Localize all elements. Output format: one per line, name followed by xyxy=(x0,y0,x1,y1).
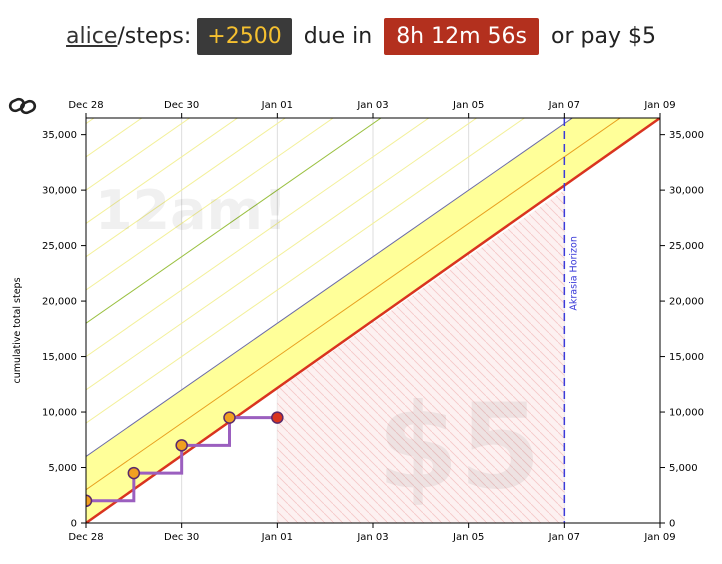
plot-layer: 12am! $5 Akrasia Horizon xyxy=(86,0,660,523)
datapoint xyxy=(127,466,141,480)
x-tick-label-bottom: Dec 28 xyxy=(68,532,103,543)
guide-line xyxy=(86,118,191,191)
guide-line xyxy=(86,118,526,424)
guide-line xyxy=(86,0,660,24)
guide-line xyxy=(86,118,287,258)
x-tick-label-top: Jan 03 xyxy=(356,100,388,111)
watermark-deadline: 12am! xyxy=(95,179,287,242)
x-tick-label-bottom: Jan 03 xyxy=(356,532,388,543)
goal-name: /steps: xyxy=(117,23,192,49)
x-tick-label-bottom: Jan 01 xyxy=(261,532,293,543)
y-tick-label-right: 5,000 xyxy=(669,463,698,474)
y-tick-label-right: 0 xyxy=(669,519,675,530)
center-line xyxy=(86,118,622,491)
y-tick-label-left: 20,000 xyxy=(42,297,77,308)
y-tick-label-right: 35,000 xyxy=(669,130,704,141)
x-tick-label-bottom: Jan 09 xyxy=(643,532,675,543)
x-tick-label-top: Dec 30 xyxy=(164,100,199,111)
y-tick-label-right: 30,000 xyxy=(669,186,704,197)
goal-header: alice/steps: +2500 due in 8h 12m 56s or pay … xyxy=(0,14,722,58)
guide-line xyxy=(86,0,660,90)
akrasia-horizon-label: Akrasia Horizon xyxy=(568,236,579,310)
guide-line xyxy=(86,0,660,57)
x-tick-label-top: Jan 07 xyxy=(548,100,580,111)
y-tick-label-right: 20,000 xyxy=(669,297,704,308)
due-label: due in xyxy=(303,23,373,49)
y-tick-label-left: 10,000 xyxy=(42,408,77,419)
x-tick-label-bottom: Jan 07 xyxy=(548,532,580,543)
username-link[interactable]: alice xyxy=(66,23,118,49)
datapoint xyxy=(223,411,236,424)
x-tick-label-top: Jan 01 xyxy=(261,100,293,111)
y-tick-label-right: 15,000 xyxy=(669,352,704,363)
countdown-badge: 8h 12m 56s xyxy=(384,17,539,55)
y-tick-label-left: 30,000 xyxy=(42,186,77,197)
link-icon[interactable] xyxy=(8,96,38,116)
guide-line xyxy=(86,118,478,391)
x-tick-label-top: Jan 05 xyxy=(452,100,484,111)
delta-badge: +2500 xyxy=(197,17,292,55)
guide-line xyxy=(86,118,430,357)
latest-datapoint xyxy=(271,411,284,424)
x-tick-label-bottom: Dec 30 xyxy=(164,532,199,543)
y-tick-label-right: 25,000 xyxy=(669,241,704,252)
datapoint xyxy=(175,439,188,452)
green-guide-line xyxy=(86,118,382,324)
watermark-pledge: $5 xyxy=(377,377,541,515)
x-tick-label-top: Dec 28 xyxy=(68,100,103,111)
y-tick-label-left: 15,000 xyxy=(42,352,77,363)
y-tick-label-left: 5,000 xyxy=(48,463,77,474)
guide-line xyxy=(86,118,239,224)
y-tick-label-left: 25,000 xyxy=(42,241,77,252)
x-tick-label-top: Jan 09 xyxy=(643,100,675,111)
y-tick-label-left: 35,000 xyxy=(42,130,77,141)
guide-line xyxy=(86,118,335,291)
pledge-text: or pay $5 xyxy=(551,23,656,49)
x-tick-label-bottom: Jan 05 xyxy=(452,532,484,543)
y-tick-label-right: 10,000 xyxy=(669,408,704,419)
y-tick-label-left: 0 xyxy=(71,519,77,530)
y-axis-label: cumulative total steps xyxy=(12,277,23,383)
datapoint xyxy=(86,494,93,508)
danger-zone xyxy=(277,190,565,523)
